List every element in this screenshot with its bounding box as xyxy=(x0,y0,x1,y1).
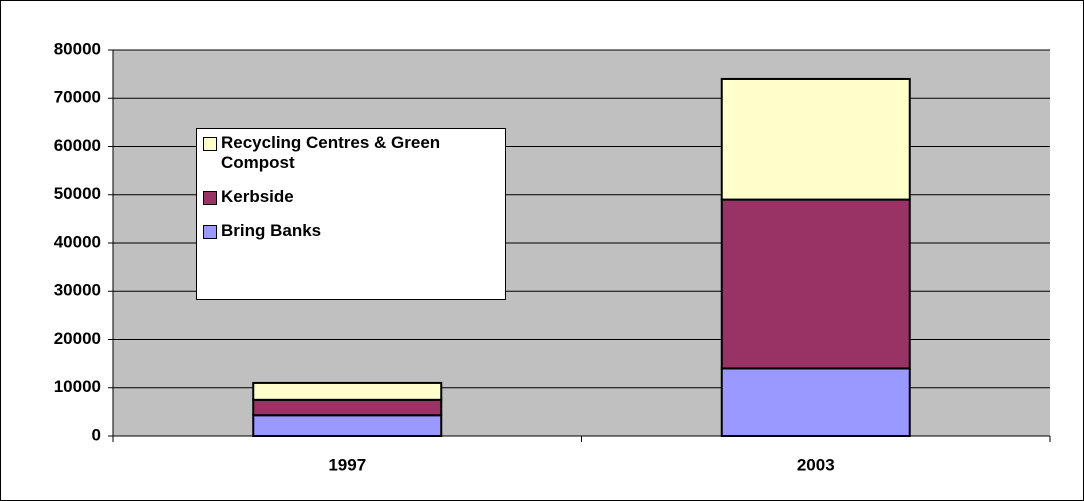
legend-swatch xyxy=(203,137,217,151)
y-tick-label: 10000 xyxy=(54,377,101,396)
x-tick-label: 1997 xyxy=(328,455,366,474)
bar-segment xyxy=(252,414,443,438)
bar-segment xyxy=(252,398,443,417)
legend: Recycling Centres & Green Compost Kerbsid… xyxy=(196,128,506,300)
legend-label: Kerbside xyxy=(221,187,294,206)
bar-segment xyxy=(720,77,911,201)
y-tick-label: 60000 xyxy=(54,136,101,155)
y-tick-label: 20000 xyxy=(54,329,101,348)
legend-item: Recycling Centres & Green Compost xyxy=(203,133,499,173)
bar-segment xyxy=(720,198,911,370)
bar-segment xyxy=(252,381,443,401)
y-tick-label: 70000 xyxy=(54,88,101,107)
y-tick-label: 40000 xyxy=(54,232,101,251)
legend-item: Kerbside xyxy=(203,187,499,207)
legend-swatch xyxy=(203,225,217,239)
y-tick-label: 50000 xyxy=(54,184,101,203)
x-tick-label: 2003 xyxy=(797,455,835,474)
y-tick-label: 0 xyxy=(92,425,101,444)
y-tick-label: 80000 xyxy=(54,39,101,58)
y-tick-label: 30000 xyxy=(54,281,101,300)
legend-item: Bring Banks xyxy=(203,221,499,241)
legend-swatch xyxy=(203,191,217,205)
legend-label: Bring Banks xyxy=(221,221,322,240)
legend-label: Recycling Centres & Green Compost xyxy=(221,133,441,172)
bar-segment xyxy=(720,367,911,438)
